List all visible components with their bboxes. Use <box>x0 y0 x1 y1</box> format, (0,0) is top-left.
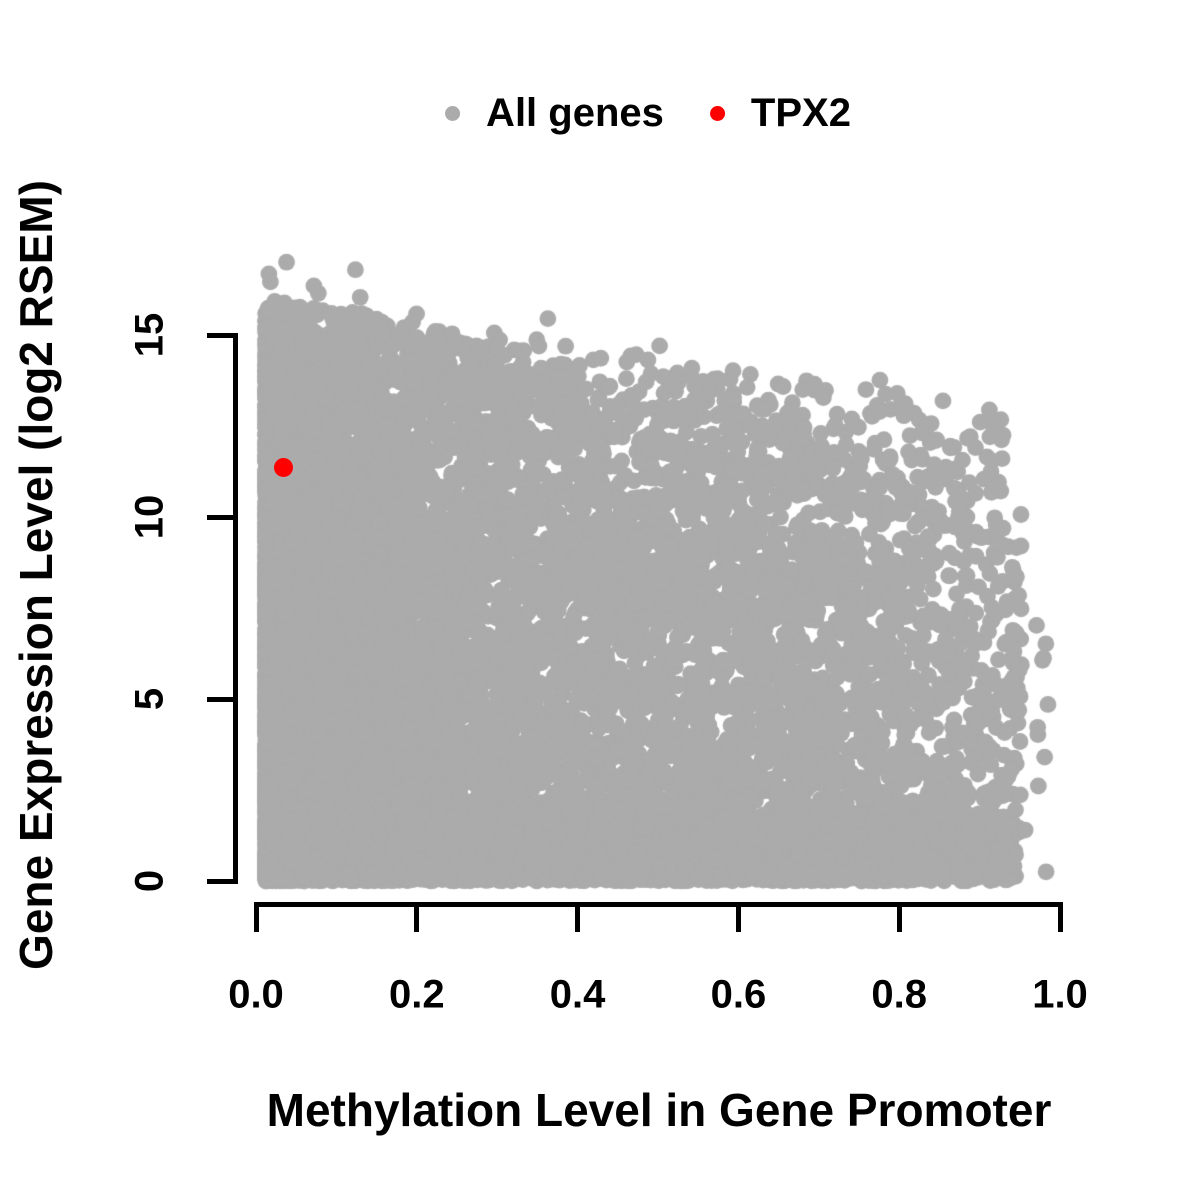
y-axis-line <box>232 332 238 884</box>
y-tick-label: 10 <box>127 494 172 540</box>
x-tick-label: 0.0 <box>228 972 284 1017</box>
x-axis-title: Methylation Level in Gene Promoter <box>266 1084 1052 1136</box>
tpx2-point <box>273 458 293 478</box>
y-axis-tick <box>207 514 235 520</box>
x-axis-tick <box>896 904 902 932</box>
all-genes-marker-icon <box>445 105 461 121</box>
x-axis-tick <box>735 904 741 932</box>
legend-item-all-genes: All genes <box>445 91 664 135</box>
y-tick-label: 5 <box>127 687 172 711</box>
x-axis-tick <box>1057 904 1063 932</box>
x-tick-label: 0.6 <box>710 972 767 1017</box>
x-tick-label: 0.4 <box>549 972 606 1017</box>
x-axis-line <box>253 901 1063 907</box>
all-genes-legend-label: All genes <box>486 91 664 135</box>
y-axis-tick <box>207 332 235 338</box>
x-tick-label: 0.2 <box>388 972 445 1017</box>
x-axis-tick <box>575 904 581 932</box>
y-axis-title: Gene Expression Level (log2 RSEM) <box>10 180 62 970</box>
y-tick-label: 15 <box>127 312 172 358</box>
tpx2-marker-icon <box>709 105 725 121</box>
y-axis-tick <box>207 696 235 702</box>
x-tick-label: 0.8 <box>871 972 927 1017</box>
tpx2-legend-label: TPX2 <box>750 91 851 135</box>
x-axis-tick <box>253 904 259 932</box>
y-axis-tick <box>207 878 235 884</box>
x-tick-label: 1.0 <box>1032 972 1088 1017</box>
legend: All genes TPX2 <box>445 91 851 135</box>
x-axis-tick <box>414 904 420 932</box>
legend-item-tpx2: TPX2 <box>709 91 851 135</box>
y-tick-label: 0 <box>127 869 172 893</box>
